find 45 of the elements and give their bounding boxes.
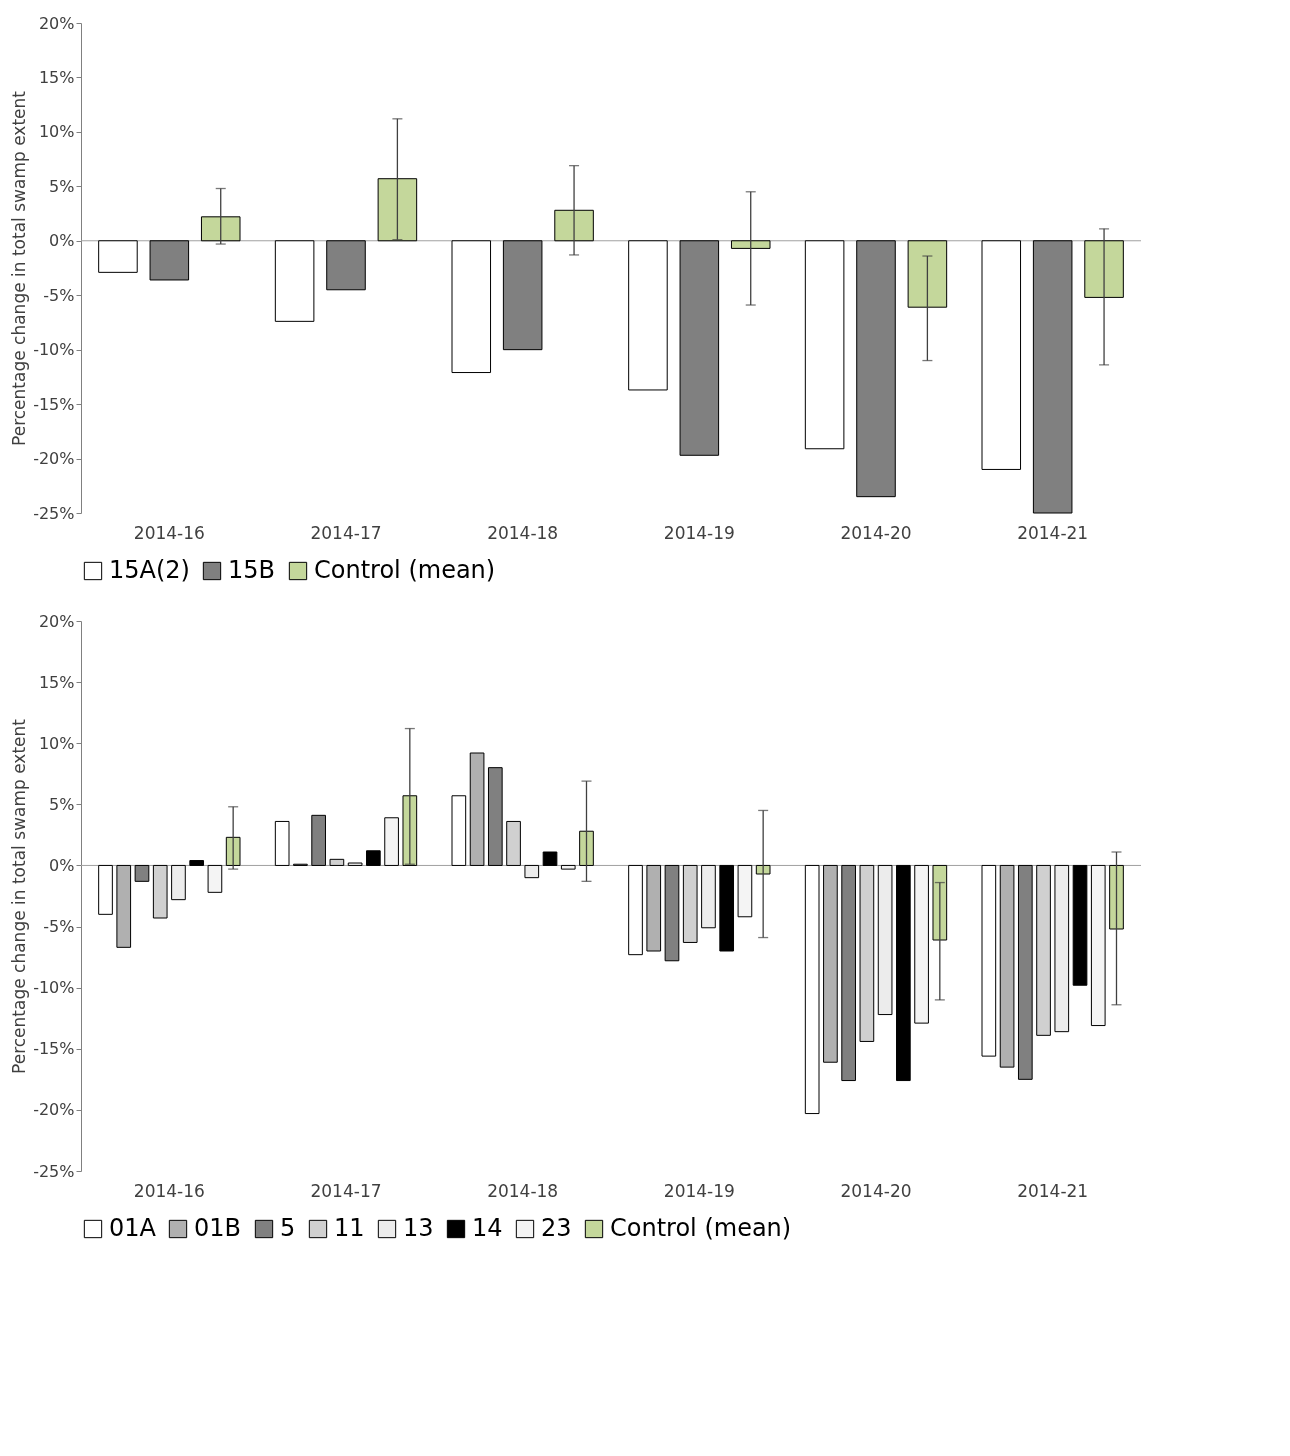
y-tick-label: -10% [33, 978, 75, 998]
y-tick-label: -15% [33, 1039, 75, 1059]
legend-label: 11 [334, 1214, 365, 1242]
y-tick-label: -20% [33, 1100, 75, 1120]
x-tick-label: 2014-20 [840, 1180, 912, 1201]
y-tick-label: 15% [38, 672, 75, 692]
x-tick-label: 2014-17 [310, 1180, 382, 1201]
x-tick-label: 2014-16 [133, 1180, 205, 1201]
y-tick-label: -5% [43, 285, 75, 305]
y-tick-label: 15% [38, 67, 75, 87]
x-tick-label: 2014-20 [840, 522, 912, 543]
x-tick-label: 2014-21 [1017, 522, 1089, 543]
x-tick-label: 2014-19 [663, 1180, 735, 1201]
x-tick-label: 2014-18 [487, 522, 559, 543]
y-tick-label: -25% [33, 1161, 75, 1181]
legend-label: Control (mean) [610, 1214, 792, 1242]
y-tick-label: -5% [43, 917, 75, 937]
y-tick-label: 20% [38, 13, 75, 33]
y-tick-label: 20% [38, 611, 75, 631]
y-tick-label: 10% [38, 733, 75, 753]
y-axis-title: Percentage change in total swamp extent [9, 718, 30, 1074]
x-tick-label: 2014-21 [1017, 1180, 1089, 1201]
x-tick-label: 2014-18 [487, 1180, 559, 1201]
y-tick-label: 10% [38, 122, 75, 142]
legend-label: Control (mean) [314, 556, 496, 584]
y-tick-label: -20% [33, 449, 75, 469]
y-tick-label: 5% [49, 794, 75, 814]
x-tick-label: 2014-17 [310, 522, 382, 543]
y-tick-label: -25% [33, 503, 75, 523]
legend-label: 15B [228, 556, 276, 584]
legend-label: 01B [194, 1214, 242, 1242]
legend-label: 14 [472, 1214, 503, 1242]
y-tick-label: 5% [49, 176, 75, 196]
y-tick-label: 0% [49, 231, 75, 251]
legend-label: 15A(2) [109, 556, 190, 584]
x-tick-label: 2014-16 [133, 522, 205, 543]
y-tick-label: 0% [49, 855, 75, 875]
legend-label: 01A [109, 1214, 157, 1242]
legend-label: 5 [280, 1214, 296, 1242]
y-tick-label: -15% [33, 394, 75, 414]
y-tick-label: -10% [33, 340, 75, 360]
legend-label: 23 [541, 1214, 572, 1242]
legend-label: 13 [403, 1214, 434, 1242]
x-tick-label: 2014-19 [663, 522, 735, 543]
y-axis-title: Percentage change in total swamp extent [9, 90, 30, 446]
